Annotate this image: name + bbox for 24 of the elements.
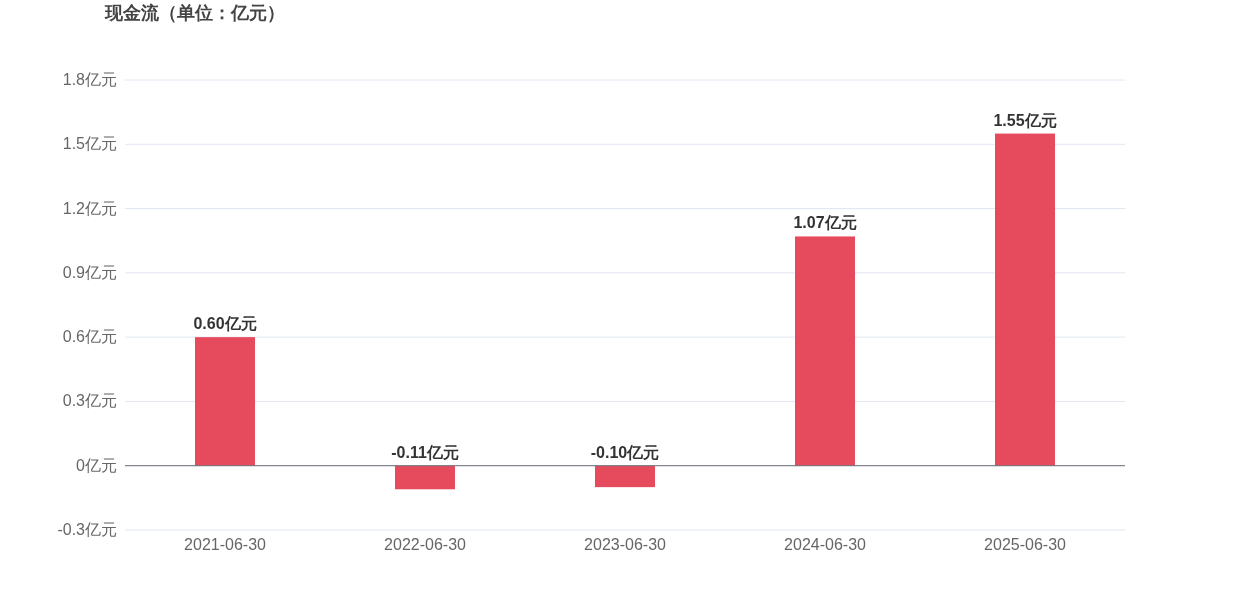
y-tick-label: 1.5亿元 [62,135,117,153]
y-tick-label: 1.8亿元 [62,71,117,88]
x-tick-label: 2025-06-30 [984,536,1067,553]
y-tick-label: 0亿元 [76,456,117,474]
data-label: -0.10亿元 [590,443,660,461]
x-tick-label: 2021-06-30 [184,536,267,553]
data-label: -0.11亿元 [391,443,459,461]
y-tick-label: 1.2亿元 [62,199,117,217]
chart-title: 现金流（单位：亿元） [104,3,285,23]
bar [595,465,655,488]
x-tick-label: 2022-06-30 [384,536,467,553]
y-tick-label: 0.9亿元 [62,263,117,281]
data-label: 1.07亿元 [793,214,857,232]
x-tick-label: 2023-06-30 [584,536,667,553]
y-tick-label: 0.3亿元 [62,392,117,410]
data-label: 1.55亿元 [993,111,1057,129]
y-tick-label: -0.3亿元 [57,521,117,538]
bar [395,465,455,490]
bar [995,133,1055,466]
x-tick-label: 2024-06-30 [784,536,867,553]
y-tick-label: 0.6亿元 [62,328,117,346]
bar [195,337,255,466]
data-label: 0.60亿元 [193,315,257,333]
bar [795,236,855,466]
